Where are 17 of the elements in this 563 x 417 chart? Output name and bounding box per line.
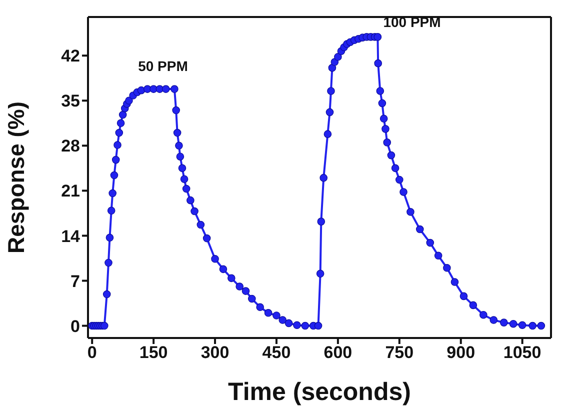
x-tick-label: 750 [385,343,414,362]
x-tick-label: 900 [446,343,476,362]
annotation: 50 PPM [138,58,188,74]
x-tick-label: 600 [324,343,352,362]
y-tick-label: 35 [61,92,80,111]
y-tick-label: 42 [61,46,80,66]
x-tick-label: 0 [87,343,97,362]
x-tick-label: 450 [262,343,291,362]
x-tick-label: 1050 [503,343,542,362]
y-tick-label: 14 [61,226,81,246]
x-tick-label: 150 [139,343,168,362]
y-tick-label: 28 [61,136,80,156]
x-axis-title: Time (seconds) [228,378,411,406]
x-tick-label: 300 [200,343,230,362]
y-tick-label: 0 [70,316,80,336]
y-tick-label: 7 [70,272,80,291]
y-tick-label: 21 [61,182,80,201]
